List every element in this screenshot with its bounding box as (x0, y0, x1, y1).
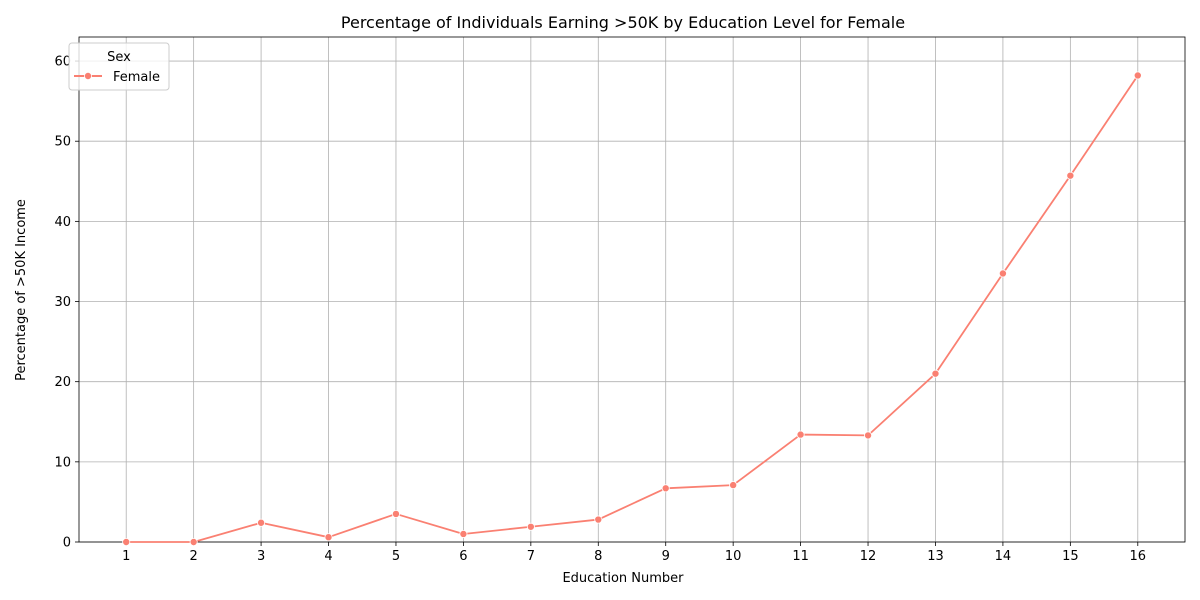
x-tick-label: 7 (527, 549, 535, 564)
x-tick-label: 12 (860, 549, 877, 564)
y-tick-label: 20 (54, 375, 71, 390)
x-tick-label: 9 (662, 549, 670, 564)
data-point (1133, 71, 1142, 80)
x-tick-label: 3 (257, 549, 265, 564)
legend: Sex Female (68, 42, 170, 91)
x-tick-label: 6 (459, 549, 467, 564)
data-point (122, 538, 131, 547)
data-point (796, 430, 805, 439)
data-point (189, 538, 198, 547)
data-point (729, 481, 738, 490)
x-tick-label: 1 (122, 549, 130, 564)
y-tick-label: 10 (54, 455, 71, 470)
legend-marker-sample (84, 72, 93, 81)
series-line-female (126, 74, 1139, 543)
x-tick-label: 2 (190, 549, 198, 564)
data-point (391, 509, 400, 518)
series-layer (122, 71, 1142, 547)
y-tick-label: 40 (54, 215, 71, 230)
data-point (594, 515, 603, 524)
data-point (459, 529, 468, 538)
y-tick-label: 0 (63, 536, 71, 551)
legend-title: Sex (107, 50, 131, 65)
chart-title: Percentage of Individuals Earning >50K b… (341, 13, 905, 32)
y-axis-label: Percentage of >50K Income (14, 199, 29, 381)
data-point (931, 369, 940, 378)
x-axis-label: Education Number (562, 571, 684, 586)
x-tick-label: 16 (1130, 549, 1147, 564)
data-point (257, 518, 266, 527)
legend-entry-label: Female (113, 70, 160, 85)
x-tick-label: 15 (1062, 549, 1079, 564)
x-tick-label: 11 (792, 549, 809, 564)
x-tick-label: 10 (725, 549, 742, 564)
x-tick-label: 8 (594, 549, 602, 564)
legend-box (68, 42, 170, 91)
x-tick-label: 4 (324, 549, 332, 564)
y-tick-label: 50 (54, 135, 71, 150)
x-tick-label: 14 (995, 549, 1012, 564)
data-point (661, 484, 670, 493)
data-point (864, 431, 873, 440)
y-tick-label: 30 (54, 295, 71, 310)
x-tick-label: 13 (927, 549, 944, 564)
data-point (998, 269, 1007, 278)
plot-frame (78, 36, 1186, 543)
y-tick-label: 60 (54, 55, 71, 70)
data-point (526, 522, 535, 531)
data-point (324, 533, 333, 542)
data-point (1066, 171, 1075, 180)
x-tick-label: 5 (392, 549, 400, 564)
